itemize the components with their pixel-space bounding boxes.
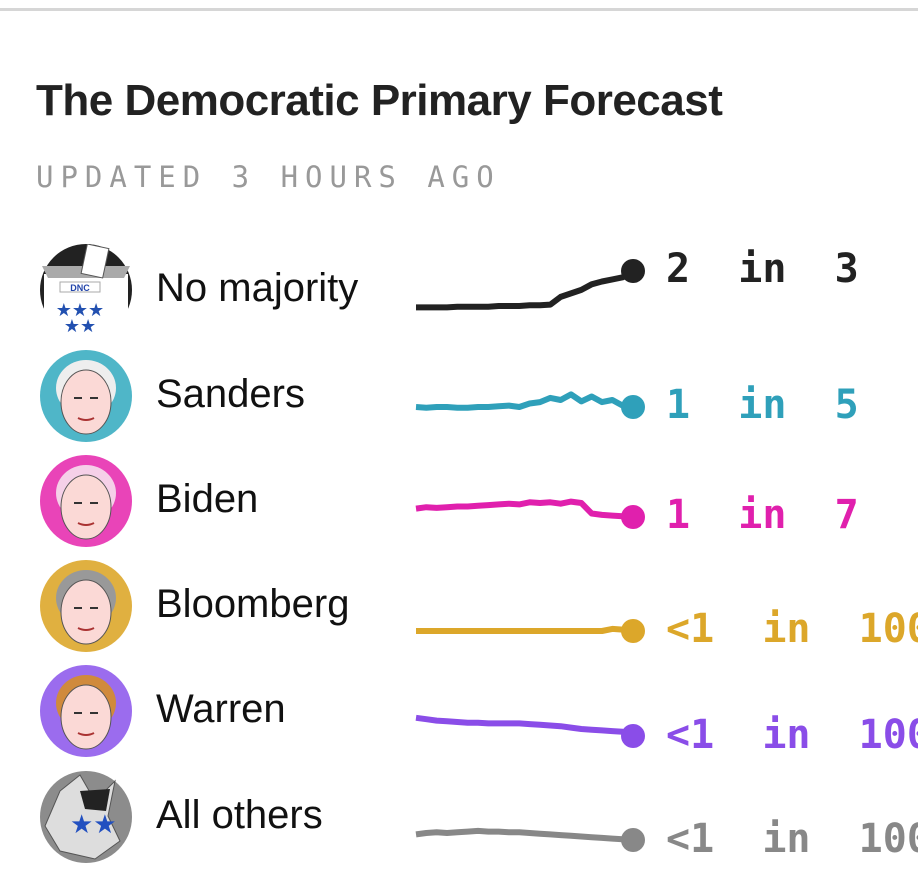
svg-text:★★★: ★★★ <box>56 300 104 320</box>
candidate-odds: 2 in 3 <box>666 246 859 292</box>
bloomberg-portrait <box>40 560 132 652</box>
candidate-odds: 1 in 7 <box>666 492 859 538</box>
top-divider <box>0 8 918 11</box>
sparkline-end-dot <box>621 828 645 852</box>
sparkline-no-majority <box>416 268 635 311</box>
candidate-name: Sanders <box>156 372 305 416</box>
sparkline-bloomberg <box>416 625 634 634</box>
sanders-portrait <box>40 350 132 442</box>
sparkline-end-dot <box>621 259 645 283</box>
candidate-name: Warren <box>156 687 286 731</box>
candidate-odds: <1 in 100 <box>666 606 918 652</box>
candidate-name: Biden <box>156 477 259 521</box>
candidate-row: Bloomberg <1 in 100 <box>0 0 918 652</box>
warren-portrait <box>40 665 132 757</box>
donkey-icon: ★★ <box>40 771 132 863</box>
candidate-name: Bloomberg <box>156 582 350 626</box>
sparkline-biden <box>415 498 634 520</box>
candidate-row: DNC ★★★ ★★ No majority 2 in 3 <box>0 0 918 336</box>
svg-text:DNC: DNC <box>70 283 90 293</box>
sparkline-sanders <box>415 391 634 411</box>
biden-portrait <box>40 455 132 547</box>
sparkline-end-dot <box>621 505 645 529</box>
sparkline-all-others <box>415 827 634 843</box>
candidate-odds: 1 in 5 <box>666 382 859 428</box>
svg-text:★★: ★★ <box>64 316 96 336</box>
sparkline-end-dot <box>621 395 645 419</box>
candidate-name: No majority <box>156 266 359 310</box>
ballot-box-icon: DNC ★★★ ★★ <box>40 243 132 336</box>
candidate-row: Warren <1 in 100 <box>0 0 918 758</box>
svg-text:★★: ★★ <box>70 809 117 839</box>
sparkline-warren <box>415 714 635 739</box>
candidate-row: Sanders 1 in 5 <box>0 0 918 442</box>
sparkline-end-dot <box>621 619 645 643</box>
candidate-name: All others <box>156 793 323 837</box>
candidate-odds: <1 in 100 <box>666 712 918 758</box>
candidate-row: Biden 1 in 7 <box>0 0 918 547</box>
candidate-odds: <1 in 100 <box>666 816 918 862</box>
updated-timestamp: UPDATED 3 HOURS AGO <box>36 160 501 194</box>
sparkline-end-dot <box>621 724 645 748</box>
page-title: The Democratic Primary Forecast <box>36 76 723 125</box>
